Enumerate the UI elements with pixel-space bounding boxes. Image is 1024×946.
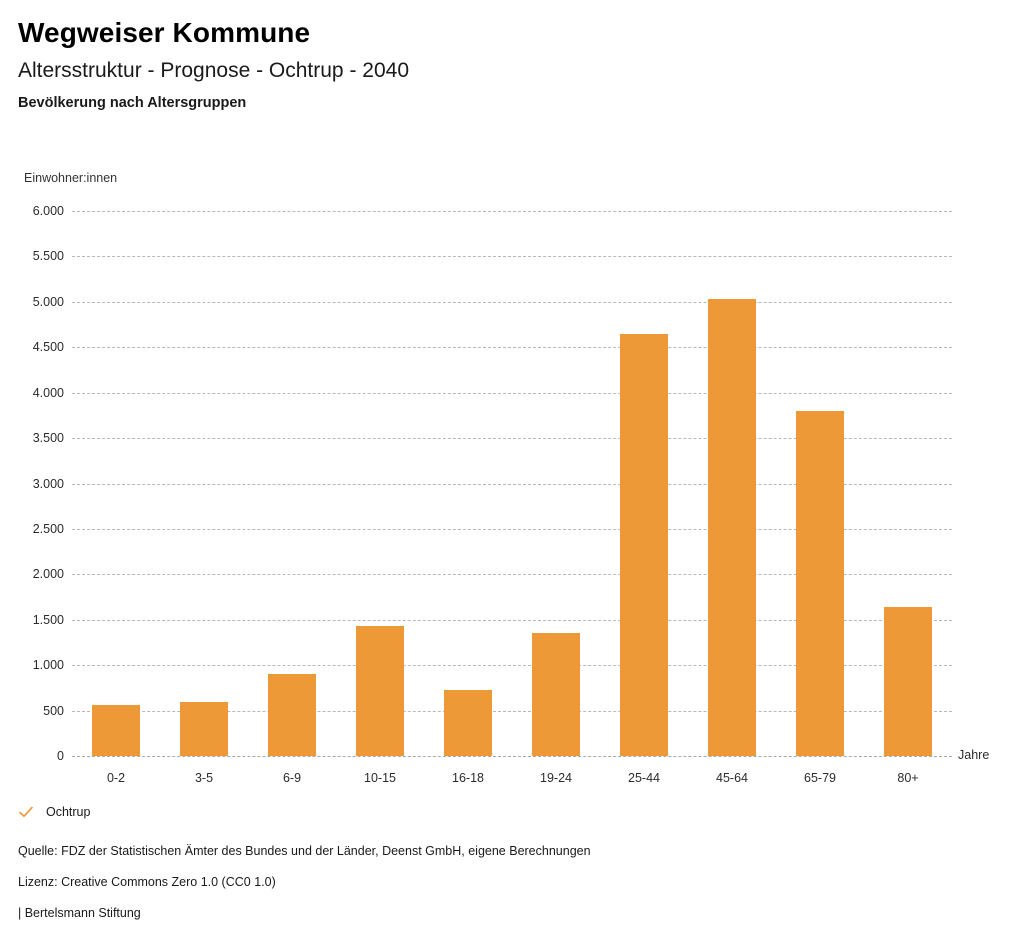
check-icon <box>18 804 34 820</box>
bar[interactable] <box>356 626 404 756</box>
chart-subtitle: Altersstruktur - Prognose - Ochtrup - 20… <box>18 59 409 82</box>
footer-publisher: | Bertelsmann Stiftung <box>18 906 141 920</box>
bar[interactable] <box>884 607 932 756</box>
y-axis-tick-label: 5.000 <box>32 294 64 309</box>
y-axis-tick-label: 3.500 <box>32 431 64 446</box>
y-axis-tick-label: 2.000 <box>32 567 64 582</box>
gridline <box>72 211 952 212</box>
y-axis-tick-label: 500 <box>43 703 64 718</box>
chart-area: Einwohner:innen 0 500 1.000 1.500 2.000 2.500… <box>24 171 990 785</box>
chart-header: Wegweiser Kommune Altersstruktur - Progn… <box>18 16 998 113</box>
x-axis-tick-label: 3-5 <box>194 771 214 785</box>
x-axis-tick-label: 45-64 <box>716 771 748 785</box>
y-axis-tick-label: 1.000 <box>32 658 64 673</box>
plot-region: 0 500 1.000 1.500 2.000 2.500 3.000 3.500 4.000 4… <box>33 204 952 785</box>
gridline <box>72 710 952 712</box>
chart-description: Bevölkerung nach Altersgruppen <box>18 95 247 111</box>
y-axis-tick-label: 1.500 <box>32 612 64 627</box>
bar[interactable] <box>708 299 756 756</box>
bar[interactable] <box>796 410 844 756</box>
y-axis-title: Einwohner:innen <box>24 171 118 185</box>
bar[interactable] <box>620 333 668 756</box>
y-axis-tick-label: 2.500 <box>32 521 64 536</box>
x-axis-tick-label: 19-24 <box>540 771 572 785</box>
gridline <box>72 756 952 757</box>
footer-source: Quelle: FDZ der Statistischen Ämter des … <box>18 844 591 858</box>
y-axis-tick-label: 4.500 <box>32 340 64 355</box>
x-axis-tick-label: 80+ <box>897 771 919 785</box>
x-axis-tick-label: 0-2 <box>106 771 126 785</box>
gridline <box>72 619 952 621</box>
bar-series-ochtrup <box>72 211 952 756</box>
bar[interactable] <box>532 633 580 756</box>
gridline <box>72 483 952 485</box>
gridline <box>72 665 952 667</box>
gridline <box>72 392 952 394</box>
gridline <box>72 256 952 258</box>
gridline <box>72 347 952 349</box>
legend-item-label: Ochtrup <box>46 805 91 819</box>
gridline <box>72 574 952 576</box>
x-axis-tick-label: 16-18 <box>452 771 484 785</box>
x-axis-tick-label: 6-9 <box>282 771 302 785</box>
bar[interactable] <box>92 705 140 756</box>
y-axis-tick-label: 0 <box>57 749 64 763</box>
gridline <box>72 528 952 530</box>
gridline <box>72 438 952 440</box>
bar[interactable] <box>268 674 316 756</box>
bar[interactable] <box>180 701 228 756</box>
page-title: Wegweiser Kommune <box>18 17 311 48</box>
y-axis-tick-label: 6.000 <box>32 204 64 218</box>
y-axis-tick-label: 4.000 <box>32 385 64 400</box>
chart-legend[interactable]: Ochtrup <box>18 804 90 820</box>
x-axis-tick-label: 25-44 <box>628 771 660 785</box>
footer-license: Lizenz: Creative Commons Zero 1.0 (CC0 1… <box>18 875 276 889</box>
bar[interactable] <box>444 689 492 756</box>
x-axis-title: Jahre <box>958 748 990 762</box>
y-axis-tick-label: 5.500 <box>32 249 64 264</box>
gridline <box>72 301 952 303</box>
chart-footer: Quelle: FDZ der Statistischen Ämter des … <box>18 843 998 921</box>
y-axis-tick-label: 3.000 <box>32 476 64 491</box>
x-axis-tick-label: 65-79 <box>804 771 836 785</box>
x-axis-tick-label: 10-15 <box>364 771 396 785</box>
